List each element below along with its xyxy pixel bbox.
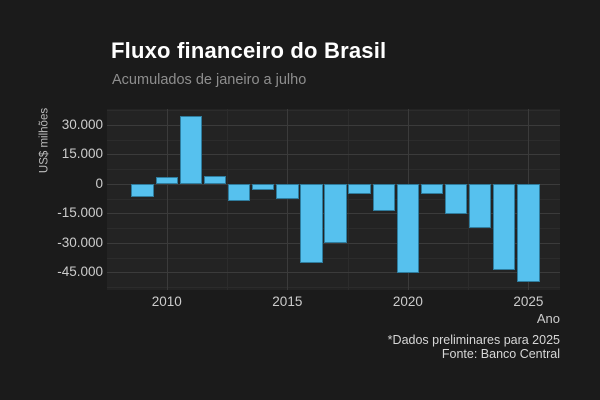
plot-panel	[107, 109, 560, 290]
x-tick-label: 2025	[513, 294, 544, 309]
gridline-minor-h	[107, 287, 560, 289]
bar-2017	[324, 183, 347, 243]
gridline-minor-h	[107, 110, 560, 112]
gridline-major-v	[287, 109, 289, 290]
gridline-major-h	[107, 272, 560, 274]
y-tick-label: 0	[95, 175, 103, 191]
chart-title: Fluxo financeiro do Brasil	[111, 38, 387, 63]
bar-2013	[227, 183, 251, 201]
bar-2018	[348, 183, 371, 194]
y-tick-label: 15.000	[61, 146, 103, 162]
bar-2021	[420, 183, 444, 194]
chart-subtitle: Acumulados de janeiro a julho	[112, 72, 307, 88]
source-line: Fonte: Banco Central	[441, 347, 560, 361]
y-tick-label: -30.000	[57, 234, 103, 250]
gridline-minor-h	[107, 139, 560, 141]
x-axis-title: Ano	[536, 311, 560, 326]
bar-2022	[444, 183, 468, 215]
caption: *Dados preliminares para 2025 Fonte: Ban…	[260, 333, 560, 361]
x-tick-label: 2010	[151, 294, 182, 309]
bar-2023	[469, 183, 492, 229]
bar-2011	[179, 116, 203, 184]
x-tick-label: 2015	[272, 294, 303, 309]
bar-2019	[372, 183, 395, 212]
bar-2016	[300, 183, 323, 263]
gridline-minor-v	[227, 109, 229, 290]
y-tick-label: -15.000	[57, 205, 103, 221]
y-tick-label: -45.000	[57, 264, 103, 280]
bar-2009	[131, 183, 154, 197]
gridline-minor-v	[468, 109, 470, 290]
bar-2014	[252, 183, 275, 190]
gridline-minor-v	[347, 109, 349, 290]
y-tick-label: 30.000	[61, 116, 103, 132]
gridline-major-v	[166, 109, 168, 290]
bar-2025	[517, 183, 540, 283]
bar-2020	[396, 183, 420, 274]
x-tick-label: 2020	[392, 294, 423, 309]
bar-2010	[155, 177, 178, 184]
gridline-major-h	[107, 242, 560, 244]
bar-2024	[493, 183, 516, 270]
footnote: *Dados preliminares para 2025	[387, 333, 560, 347]
gridline-major-h	[107, 124, 560, 126]
gridline-major-h	[107, 154, 560, 156]
gridline-minor-h	[107, 257, 560, 259]
bar-2015	[276, 183, 299, 199]
gridline-minor-h	[107, 169, 560, 171]
bar-2012	[203, 176, 227, 184]
